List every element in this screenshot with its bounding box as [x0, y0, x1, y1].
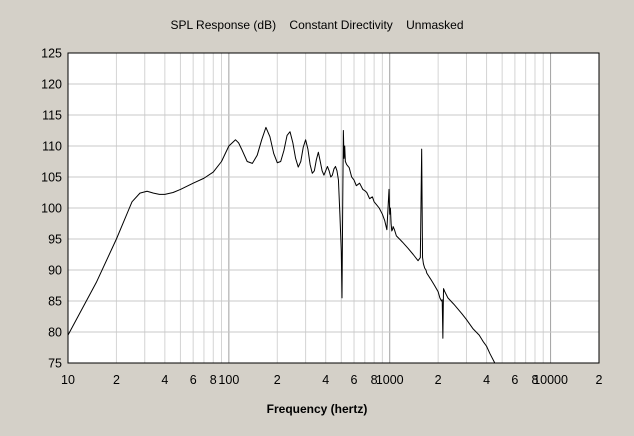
plot-frame [67, 52, 600, 364]
x-tick-label: 10000 [533, 373, 568, 387]
y-tick-label: 110 [42, 140, 62, 154]
x-tick-label: 2 [113, 373, 120, 387]
y-tick-label: 100 [41, 202, 62, 216]
x-axis-label: Frequency (hertz) [266, 402, 368, 416]
x-tick-label: 6 [351, 373, 358, 387]
x-tick-label: 6 [511, 373, 518, 387]
x-tick-label: 8 [210, 373, 217, 387]
y-tick-label: 105 [41, 171, 62, 185]
chart-title: SPL Response (dB) Constant Directivity U… [170, 18, 464, 32]
x-tick-label: 4 [483, 373, 490, 387]
spl-response-line [67, 126, 496, 364]
x-tick-label: 10 [61, 373, 75, 387]
y-tick-label: 120 [41, 78, 62, 92]
x-tick-label: 2 [435, 373, 442, 387]
x-tick-label: 2 [596, 373, 603, 387]
y-tick-label: 80 [48, 326, 62, 340]
x-tick-label: 8 [532, 373, 539, 387]
y-tick-label: 125 [41, 47, 62, 61]
x-tick-label: 100 [218, 373, 239, 387]
x-tick-label: 6 [190, 373, 197, 387]
y-tick-labels: 75 80 85 90 95 100 105 110 115 120 125 [41, 47, 62, 371]
x-tick-label: 8 [371, 373, 378, 387]
x-tick-label: 4 [161, 373, 168, 387]
y-tick-label: 95 [48, 233, 62, 247]
x-tick-label: 1000 [376, 373, 404, 387]
series-layer [67, 126, 496, 364]
grid-lines [68, 53, 599, 363]
y-tick-label: 90 [48, 264, 62, 278]
x-tick-label: 4 [322, 373, 329, 387]
x-tick-label: 2 [274, 373, 281, 387]
y-tick-label: 115 [42, 109, 62, 123]
y-tick-label: 85 [48, 295, 62, 309]
y-tick-label: 75 [48, 357, 62, 371]
